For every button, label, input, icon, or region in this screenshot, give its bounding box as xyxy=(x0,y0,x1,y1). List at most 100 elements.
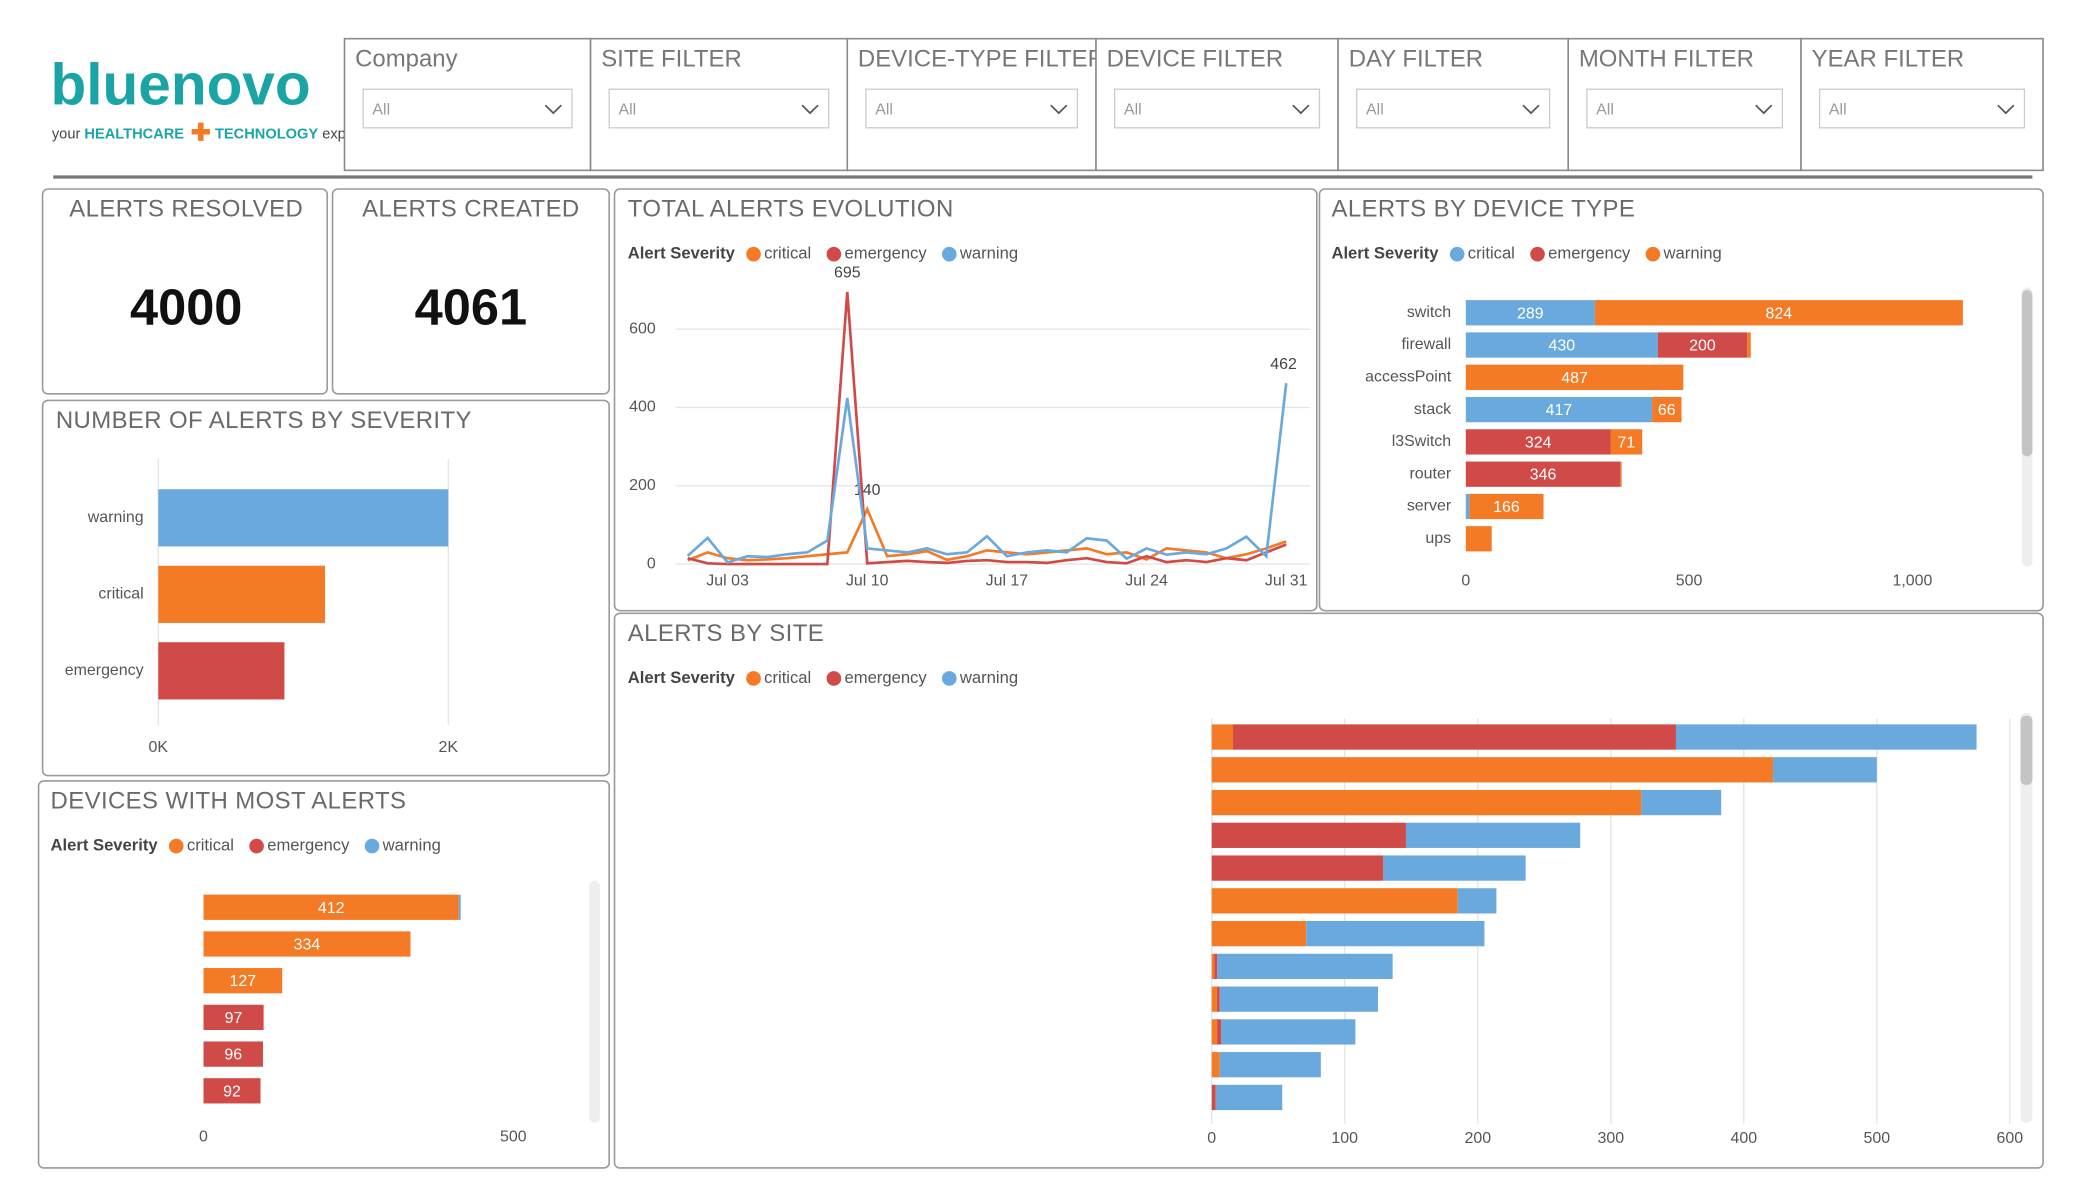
data-label: 462 xyxy=(1270,356,1297,373)
dropdown-chevron xyxy=(801,104,819,115)
chart-title: ALERTS BY SITE xyxy=(628,620,824,647)
legend-swatch xyxy=(826,246,842,262)
legend-swatch xyxy=(249,838,264,854)
filter-dropdown[interactable] xyxy=(608,88,830,129)
data-label: 487 xyxy=(1561,370,1588,387)
card-panel xyxy=(41,188,329,395)
data-label: 200 xyxy=(1689,338,1716,355)
bar xyxy=(1457,888,1497,914)
legend-swatch xyxy=(364,838,380,854)
scroll-thumb[interactable] xyxy=(2021,290,2033,457)
legend-label: warning xyxy=(382,835,441,854)
data-label: 824 xyxy=(1766,305,1793,322)
bar xyxy=(158,642,285,700)
filter-dropdown[interactable] xyxy=(1113,88,1321,129)
scrollbar[interactable] xyxy=(589,880,600,1123)
x-tick-label: 300 xyxy=(1597,1130,1624,1147)
x-tick-label: 500 xyxy=(500,1129,527,1146)
bar xyxy=(1594,300,1963,326)
scroll-thumb[interactable] xyxy=(2020,715,2033,785)
scrollbar[interactable] xyxy=(2020,713,2033,1123)
filter-dropdown[interactable] xyxy=(1818,88,2026,129)
filter-dropdown[interactable] xyxy=(865,88,1079,129)
bar xyxy=(1219,1052,1321,1078)
data-label: 289 xyxy=(1517,305,1544,322)
filter-label: Company xyxy=(355,45,457,72)
bar xyxy=(1465,493,1470,520)
bar xyxy=(1211,888,1458,914)
card-title: ALERTS CREATED xyxy=(362,196,580,223)
legend-label: warning xyxy=(959,244,1018,263)
bar xyxy=(1211,855,1384,881)
y-tick-label: critical xyxy=(98,586,143,603)
logo-name: bluenovo xyxy=(51,53,311,118)
bar xyxy=(458,894,461,920)
y-tick-label: server xyxy=(1407,498,1452,515)
x-tick-label: 200 xyxy=(1464,1130,1491,1147)
legend-label: critical xyxy=(1468,244,1515,263)
bar xyxy=(158,489,449,547)
legend-label: critical xyxy=(764,668,811,687)
y-tick-label: accessPoint xyxy=(1365,369,1452,386)
tagline-part: TECHNOLOGY xyxy=(215,126,318,142)
legend-label: emergency xyxy=(267,835,350,854)
data-label: 166 xyxy=(1493,499,1520,516)
y-tick-label: l3Switch xyxy=(1392,433,1451,450)
x-tick-label: Jul 03 xyxy=(706,573,749,590)
y-tick-label: router xyxy=(1409,465,1451,482)
bar xyxy=(1211,1052,1220,1078)
bar xyxy=(203,894,459,920)
bar xyxy=(1217,986,1220,1012)
legend-swatch xyxy=(746,671,761,686)
legend-title: Alert Severity xyxy=(628,668,736,687)
bar xyxy=(1469,493,1544,520)
data-label: 695 xyxy=(834,265,861,282)
card-value: 4061 xyxy=(415,279,527,336)
legend-label: emergency xyxy=(845,668,928,687)
chart-title: TOTAL ALERTS EVOLUTION xyxy=(628,196,954,223)
filter-value: All xyxy=(1124,102,1142,119)
chart-title: ALERTS BY DEVICE TYPE xyxy=(1331,196,1635,223)
x-tick-label: Jul 10 xyxy=(846,573,889,590)
x-tick-label: 600 xyxy=(1997,1130,2024,1147)
legend-label: emergency xyxy=(1548,244,1631,263)
filter-value: All xyxy=(875,102,893,119)
x-tick-label: 0 xyxy=(1207,1130,1216,1147)
data-label: 430 xyxy=(1549,338,1576,355)
filter-label: YEAR FILTER xyxy=(1812,45,1965,72)
legend-swatch xyxy=(941,246,957,262)
bar xyxy=(1214,953,1218,980)
bar xyxy=(1620,461,1622,487)
bar xyxy=(1405,822,1581,848)
bar xyxy=(158,565,326,623)
x-tick-label: 100 xyxy=(1331,1130,1358,1147)
bar xyxy=(1221,1019,1356,1045)
bar xyxy=(203,931,411,957)
filter-value: All xyxy=(372,102,390,119)
y-tick-label: emergency xyxy=(65,662,144,679)
filter-dropdown[interactable] xyxy=(1356,88,1551,129)
filter-dropdown[interactable] xyxy=(362,88,573,129)
tagline-part: HEALTHCARE xyxy=(84,126,184,142)
bar xyxy=(203,1004,264,1031)
filter-dropdown[interactable] xyxy=(1586,88,1784,129)
dropdown-chevron xyxy=(544,104,562,115)
bar xyxy=(203,1078,261,1104)
x-tick-label: 0 xyxy=(199,1129,208,1146)
y-tick-label: 600 xyxy=(629,320,656,337)
bar xyxy=(1211,757,1774,783)
y-tick-label: stack xyxy=(1414,401,1451,418)
x-tick-label: 2K xyxy=(438,739,458,756)
legend-swatch xyxy=(1449,246,1465,262)
bar xyxy=(1465,332,1658,358)
bar xyxy=(1211,920,1307,947)
data-label: 66 xyxy=(1658,402,1676,419)
y-tick-label: 0 xyxy=(647,555,656,572)
data-label: 346 xyxy=(1530,467,1557,484)
bar xyxy=(1217,1019,1222,1045)
data-label: 334 xyxy=(294,937,321,954)
legend-label: warning xyxy=(1663,244,1722,263)
bar xyxy=(1657,332,1748,358)
logo-tagline: your HEALTHCARE ✚ TECHNOLOGY experts xyxy=(52,120,370,147)
